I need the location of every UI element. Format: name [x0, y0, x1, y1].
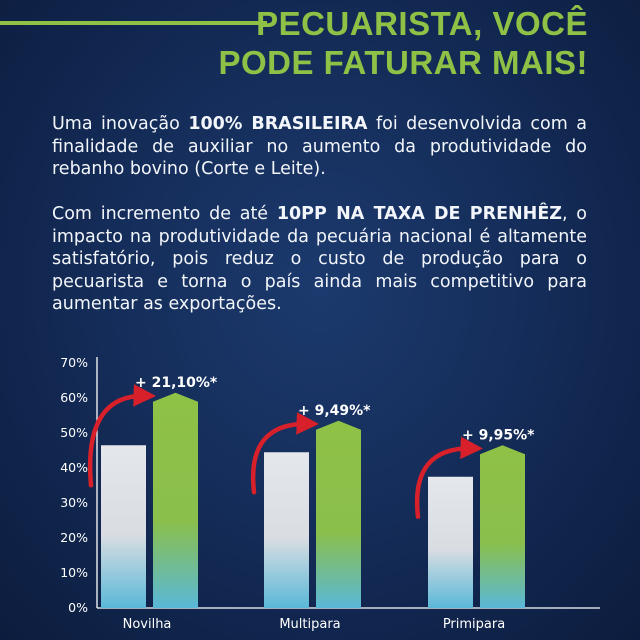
p2-emphasis: 10PP NA TAXA DE PRENHÊZ: [276, 204, 562, 224]
category-label: Primipara: [443, 617, 505, 632]
p1-text-a: Uma inovação: [52, 114, 189, 134]
y-tick-label: 10%: [60, 565, 88, 580]
category-label: Multipara: [279, 617, 340, 632]
y-tick-label: 30%: [60, 495, 88, 510]
bar-after: [480, 445, 525, 608]
bar-before: [101, 445, 146, 608]
y-tick-label: 40%: [60, 460, 88, 475]
intro-paragraph: Uma inovação 100% BRASILEIRA foi desenvo…: [52, 113, 587, 181]
bar-before: [264, 452, 309, 608]
bar-chart: 0% 10% 20% 30% 40% 50% 60% 70% + 21,10%* Novilha +…: [60, 355, 600, 632]
bar-after: [153, 392, 198, 608]
p1-text-c: foi desenvolvida com a finalidade de aux…: [52, 114, 587, 179]
bar-after: [316, 420, 361, 608]
p2-text-c: , o impacto na produtividade da pecuária…: [52, 204, 587, 314]
increment-label: + 9,95%*: [462, 427, 535, 443]
category-label: Novilha: [123, 617, 172, 632]
title-line-2: PODE FATURAR MAIS!: [218, 44, 588, 81]
increment-label: + 9,49%*: [298, 403, 371, 419]
y-tick-label: 20%: [60, 530, 88, 545]
y-tick-label: 70%: [60, 355, 88, 370]
impact-paragraph: Com incremento de até 10PP NA TAXA DE PR…: [52, 203, 587, 316]
y-tick-label: 60%: [60, 390, 88, 405]
title-line-1: PECUARISTA, VOCÊ: [256, 5, 588, 42]
top-accent-rule: [0, 21, 267, 25]
p2-text-a: Com incremento de até: [52, 204, 277, 224]
increase-arrow: [87, 384, 156, 488]
y-tick-label: 0%: [68, 600, 88, 615]
y-tick-label: 50%: [60, 425, 88, 440]
increase-arrow: [250, 412, 319, 495]
p1-emphasis: 100% BRASILEIRA: [188, 114, 368, 134]
page-title: PECUARISTA, VOCÊ PODE FATURAR MAIS!: [218, 4, 588, 82]
bar-before: [428, 476, 473, 608]
increase-arrow: [414, 436, 483, 519]
increment-label: + 21,10%*: [135, 375, 218, 391]
